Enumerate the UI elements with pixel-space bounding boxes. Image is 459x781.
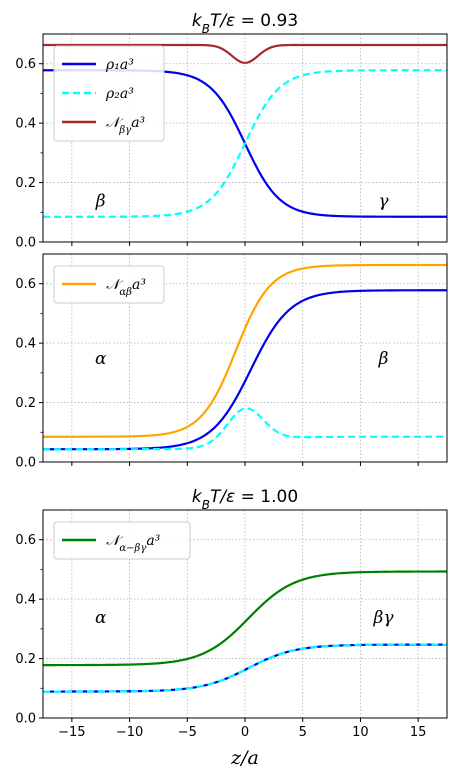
x-tick-label: 5 <box>299 725 307 740</box>
x-tick-label: −5 <box>178 725 197 740</box>
series-line-2 <box>43 69 447 218</box>
panel-title: kBT/ε = 0.93 <box>192 11 298 36</box>
y-tick-label: 0.2 <box>15 652 36 667</box>
series-line-3 <box>43 643 447 693</box>
y-tick-label: 0.0 <box>15 456 36 471</box>
legend-box <box>53 521 191 560</box>
series-line-1 <box>43 263 447 438</box>
legend-label: 𝒩αβa³ <box>106 277 146 298</box>
region-label: β <box>95 191 106 211</box>
region-label: γ <box>378 191 389 211</box>
series-line-3 <box>43 43 447 64</box>
y-tick-label: 0.6 <box>15 57 36 72</box>
y-tick-label: 0.2 <box>15 396 36 411</box>
x-tick-label: 15 <box>410 725 427 740</box>
y-tick-label: 0.4 <box>15 117 36 132</box>
panel-2: 0.0 0.2 0.4 0.6 α β 𝒩αβa³ <box>15 253 448 471</box>
x-tick-label: −10 <box>116 725 143 740</box>
region-label: α <box>95 608 107 628</box>
y-tick-label: 0.4 <box>15 337 36 352</box>
x-axis-label: z/a <box>230 747 259 769</box>
x-tick-label: 0 <box>241 725 249 740</box>
series-line-1 <box>42 570 447 667</box>
legend-box <box>53 45 165 142</box>
legend-box <box>53 265 165 304</box>
legend-label: 𝒩βγa³ <box>106 115 146 136</box>
panel-1: 0.0 0.2 0.4 0.6 kBT/ε = 0.93 β γ ρ₁a³ ρ₂a³ 𝒩βγa³ <box>15 11 448 251</box>
y-tick-label: 0.2 <box>15 176 36 191</box>
y-tick-label: 0.4 <box>15 593 36 608</box>
y-tick-label: 0.6 <box>15 277 36 292</box>
y-tick-label: 0.0 <box>15 236 36 251</box>
legend-label: ρ₂a³ <box>105 86 134 102</box>
region-label: α <box>95 349 107 369</box>
series-line-3 <box>43 407 447 451</box>
y-tick-label: 0.6 <box>15 533 36 548</box>
region-label: βγ <box>373 608 395 628</box>
x-tick-label: −15 <box>58 725 85 740</box>
y-tick-label: 0.0 <box>15 712 36 727</box>
panel-3: 0.0 0.2 0.4 0.6 −15 −10 −5 0 5 10 15 kBT/ε = 1.00 α β… <box>15 487 448 769</box>
x-tick-label: 10 <box>352 725 369 740</box>
panel-title: kBT/ε = 1.00 <box>192 487 298 512</box>
region-label: β <box>378 349 389 369</box>
legend-label: ρ₁a³ <box>105 57 134 73</box>
